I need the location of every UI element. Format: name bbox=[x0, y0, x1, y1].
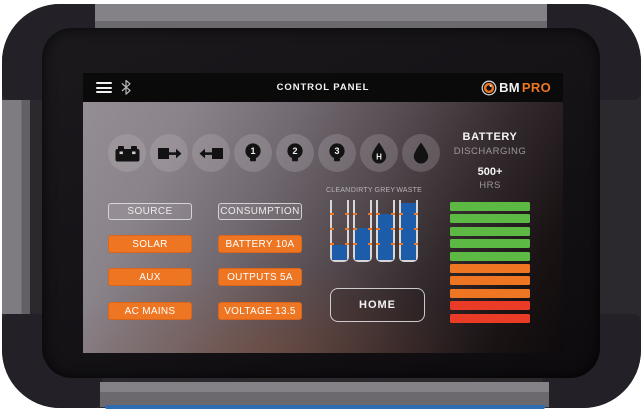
page-title: CONTROL PANEL bbox=[276, 82, 370, 93]
tank-tick-mark bbox=[345, 228, 349, 230]
tank-label-grey: GREY bbox=[374, 187, 396, 194]
tank-tick-mark bbox=[414, 213, 418, 215]
battery-bar bbox=[450, 214, 530, 224]
tank-label-waste: WASTE bbox=[396, 187, 423, 194]
battery-hours: 500+ bbox=[477, 166, 503, 178]
header-bar: CONTROL PANEL BM PRO bbox=[83, 73, 563, 102]
battery-bar bbox=[450, 251, 530, 261]
device-base-accent bbox=[105, 405, 545, 409]
device-grip-bottom bbox=[100, 382, 549, 407]
tank-gauge-clean bbox=[330, 200, 349, 262]
hot-water-icon[interactable]: H bbox=[360, 134, 398, 172]
svg-text:1: 1 bbox=[250, 146, 255, 156]
tank-tick-mark bbox=[376, 243, 380, 245]
tank-tick-mark bbox=[376, 228, 380, 230]
battery-bar bbox=[450, 276, 530, 286]
outputs-amps-button[interactable]: OUTPUTS 5A bbox=[218, 268, 302, 286]
aux-button[interactable]: AUX bbox=[108, 268, 192, 286]
battery-icon[interactable] bbox=[108, 134, 146, 172]
tank-tick-mark bbox=[345, 213, 349, 215]
battery-amps-button[interactable]: BATTERY 10A bbox=[218, 235, 302, 253]
menu-icon[interactable] bbox=[96, 82, 112, 93]
tank-gauges bbox=[330, 200, 418, 262]
brand-logo: BM PRO bbox=[481, 73, 551, 102]
svg-text:3: 3 bbox=[334, 146, 339, 156]
consumption-header-button[interactable]: CONSUMPTION bbox=[218, 203, 302, 220]
tank-tick-mark bbox=[330, 213, 334, 215]
brand-text-pro: PRO bbox=[521, 80, 551, 95]
tank-tick-mark bbox=[399, 228, 403, 230]
tank-labels: CLEAN DIRTY GREY WASTE bbox=[326, 187, 422, 194]
tank-tick-mark bbox=[414, 228, 418, 230]
tank-tick-mark bbox=[376, 213, 380, 215]
tank-tick-mark bbox=[353, 243, 357, 245]
battery-bar bbox=[450, 313, 530, 323]
tank-tick-mark bbox=[391, 228, 395, 230]
bmpro-logo-icon bbox=[481, 80, 497, 95]
battery-hours-unit: HRS bbox=[479, 180, 501, 191]
bluetooth-icon[interactable] bbox=[120, 79, 132, 101]
battery-title: BATTERY bbox=[462, 131, 518, 143]
battery-level-gauge bbox=[450, 202, 530, 323]
battery-bar bbox=[450, 263, 530, 273]
tank-tick-mark bbox=[368, 228, 372, 230]
water-pump-icon[interactable] bbox=[402, 134, 440, 172]
tank-tick-mark bbox=[353, 228, 357, 230]
tank-fill bbox=[332, 245, 347, 260]
battery-bar bbox=[450, 226, 530, 236]
tank-tick-mark bbox=[353, 213, 357, 215]
brand-text-bm: BM bbox=[499, 80, 520, 95]
battery-bar bbox=[450, 239, 530, 249]
home-button[interactable]: HOME bbox=[330, 288, 425, 322]
tank-label-dirty: DIRTY bbox=[350, 187, 373, 194]
source-header-button[interactable]: SOURCE bbox=[108, 203, 192, 220]
power-output-icon[interactable] bbox=[150, 134, 188, 172]
device-grip-left bbox=[2, 100, 30, 314]
tank-gauge-waste bbox=[399, 200, 418, 262]
svg-text:H: H bbox=[376, 153, 382, 162]
solar-button[interactable]: SOLAR bbox=[108, 235, 192, 253]
tank-fill bbox=[355, 228, 370, 260]
tank-label-clean: CLEAN bbox=[326, 187, 351, 194]
tank-tick-mark bbox=[345, 243, 349, 245]
battery-bar bbox=[450, 202, 530, 211]
tank-tick-mark bbox=[368, 213, 372, 215]
tank-tick-mark bbox=[368, 243, 372, 245]
status-icon-row: 1 2 3 H bbox=[108, 134, 440, 172]
tank-gauge-dirty bbox=[353, 200, 372, 262]
battery-panel: BATTERY DISCHARGING 500+ HRS bbox=[450, 131, 530, 191]
light-2-icon[interactable]: 2 bbox=[276, 134, 314, 172]
tank-tick-mark bbox=[391, 213, 395, 215]
light-3-icon[interactable]: 3 bbox=[318, 134, 356, 172]
tank-tick-mark bbox=[391, 243, 395, 245]
tank-fill bbox=[401, 203, 416, 260]
ac-mains-button[interactable]: AC MAINS bbox=[108, 302, 192, 320]
tank-tick-mark bbox=[330, 243, 334, 245]
tank-tick-mark bbox=[399, 213, 403, 215]
power-input-icon[interactable] bbox=[192, 134, 230, 172]
tank-gauge-grey bbox=[376, 200, 395, 262]
tank-fill bbox=[378, 213, 393, 260]
light-1-icon[interactable]: 1 bbox=[234, 134, 272, 172]
battery-bar bbox=[450, 288, 530, 298]
tank-tick-mark bbox=[330, 228, 334, 230]
tank-tick-mark bbox=[414, 243, 418, 245]
battery-bar bbox=[450, 301, 530, 311]
tank-tick-mark bbox=[399, 243, 403, 245]
device-grip-top bbox=[95, 4, 547, 29]
battery-status: DISCHARGING bbox=[453, 146, 527, 157]
control-panel-screen: CONTROL PANEL BM PRO bbox=[83, 73, 563, 353]
voltage-button[interactable]: VOLTAGE 13.5 bbox=[218, 302, 302, 320]
svg-text:2: 2 bbox=[292, 146, 297, 156]
